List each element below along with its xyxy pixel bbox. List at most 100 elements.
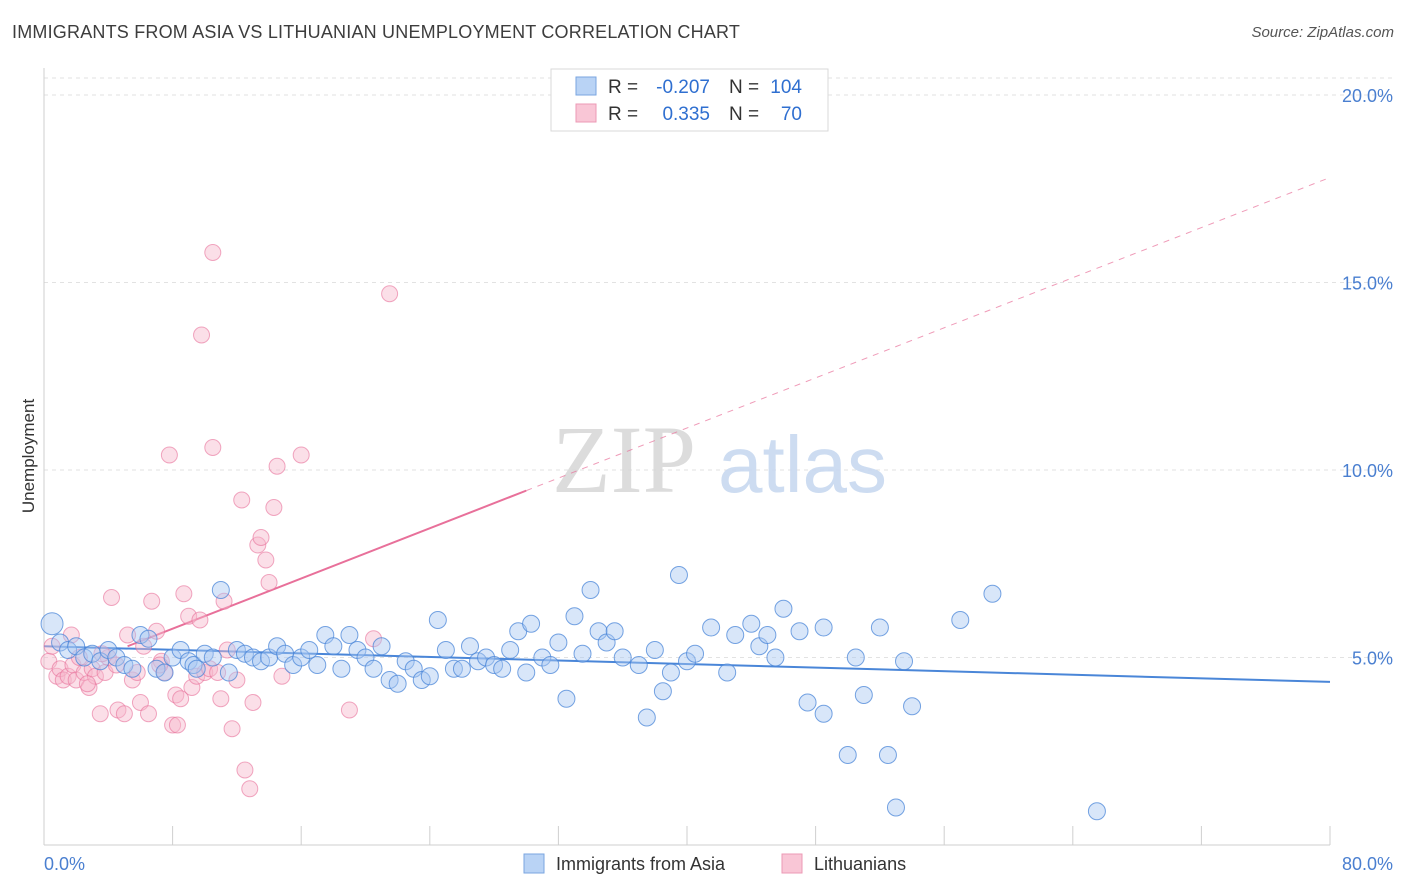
asia-point	[573, 644, 592, 663]
asia-point	[1087, 802, 1106, 821]
asia-point	[718, 663, 737, 682]
lithuanians-point	[193, 326, 211, 344]
asia-point	[501, 641, 520, 659]
x-tick-label: 0.0%	[44, 854, 85, 874]
lithuanians-point	[215, 592, 233, 610]
legend-top-box	[550, 68, 829, 132]
asia-point	[870, 618, 889, 637]
lithuanians-point	[204, 244, 222, 261]
watermark-zip: ZIP	[552, 406, 696, 513]
lithuanians-points	[40, 244, 399, 798]
asia-point	[372, 637, 391, 656]
asia-point	[436, 641, 455, 659]
x-tick-label: 80.0%	[1342, 854, 1393, 874]
asia-point	[522, 614, 541, 633]
legend-swatch-asia	[575, 76, 597, 96]
lithuanians-point	[244, 694, 262, 711]
lithuanians-point	[257, 551, 275, 569]
asia-point	[123, 659, 142, 678]
lithuanians-point	[236, 761, 254, 779]
asia-point	[211, 581, 230, 599]
lithuanians-point	[119, 626, 137, 644]
asia-point	[758, 626, 777, 644]
asia-point	[340, 626, 359, 644]
asia-point	[951, 611, 970, 629]
lithuanians-point	[273, 667, 291, 685]
y-axis-label: Unemployment	[19, 399, 38, 514]
lithuanians-point	[212, 690, 230, 708]
asia-point	[493, 659, 512, 678]
asia-point	[324, 637, 343, 656]
lithuanians-point	[115, 705, 133, 723]
lithuanians-point	[223, 720, 241, 738]
asia-point	[332, 659, 351, 678]
legend-n-label-lithuanians: N =	[729, 104, 759, 125]
lithuanians-point	[188, 667, 206, 685]
lithuanians-point	[233, 491, 251, 509]
legend-bottom-label-asia: Immigrants from Asia	[556, 854, 726, 874]
lithuanians-point	[172, 690, 190, 708]
legend-bottom-swatch-lithuanians	[781, 853, 803, 874]
asia-point	[637, 708, 656, 727]
asia-point	[203, 648, 222, 667]
lithuanians-point	[59, 667, 77, 685]
asia-point	[565, 607, 584, 626]
axes	[43, 68, 1331, 846]
legend-n-value-lithuanians: 70	[781, 104, 802, 125]
asia-point	[300, 641, 319, 659]
lithuanians-point	[252, 529, 270, 546]
lithuanians-point	[381, 285, 399, 303]
legend-swatch-lithuanians	[575, 103, 597, 123]
asia-point	[814, 618, 833, 637]
tick-labels: 5.0% 10.0% 15.0% 20.0% 0.0% 80.0%	[44, 86, 1393, 874]
asia-point	[388, 674, 407, 693]
chart-title: IMMIGRANTS FROM ASIA VS LITHUANIAN UNEMP…	[12, 22, 741, 42]
trend-lines	[43, 177, 1331, 683]
lithuanians-point	[103, 589, 121, 606]
asia-point	[452, 659, 471, 678]
lithuanians-point	[260, 574, 278, 591]
asia-point	[645, 641, 664, 659]
asia-point	[187, 659, 206, 678]
asia-point	[549, 633, 568, 652]
asia-point	[790, 622, 809, 641]
lithuanians-point	[180, 607, 198, 625]
asia-points	[40, 566, 1106, 821]
y-tick-label: 20.0%	[1342, 86, 1393, 106]
asia-point	[605, 622, 624, 641]
lithuanians-point	[204, 439, 222, 456]
asia-point	[661, 663, 680, 682]
asia-point	[854, 686, 873, 704]
lithuanians-point	[191, 611, 209, 629]
legend-bottom-swatch-asia	[523, 853, 545, 874]
asia-point	[983, 584, 1002, 603]
asia-point	[878, 746, 897, 764]
grid-lines	[44, 77, 1392, 658]
lithuanians-point	[175, 585, 193, 603]
asia-point	[702, 618, 721, 637]
watermark-atlas: atlas	[718, 420, 887, 509]
asia-point	[846, 648, 865, 667]
asia-point	[428, 611, 447, 629]
lithuanians-point	[143, 592, 161, 610]
asia-point	[139, 629, 158, 648]
asia-point	[364, 659, 383, 678]
asia-point	[686, 644, 705, 663]
lithuanians-point	[268, 457, 286, 475]
lithuanians-point	[292, 446, 310, 464]
lithuanians-point	[265, 499, 283, 516]
lithuanians-point	[340, 701, 358, 719]
lithuanians-point	[75, 664, 93, 681]
asia-point	[557, 689, 576, 708]
asia-point	[613, 648, 632, 667]
asia-point	[40, 612, 64, 636]
lithuanians-point	[164, 716, 182, 734]
y-tick-label: 10.0%	[1342, 461, 1393, 481]
asia-point	[460, 637, 479, 656]
lithuanians-point	[78, 675, 96, 693]
legend-n-value-asia: 104	[770, 77, 802, 98]
asia-point	[798, 693, 817, 712]
asia-point	[653, 682, 672, 701]
asia-point	[886, 798, 905, 817]
legend-n-label-asia: N =	[729, 77, 759, 98]
